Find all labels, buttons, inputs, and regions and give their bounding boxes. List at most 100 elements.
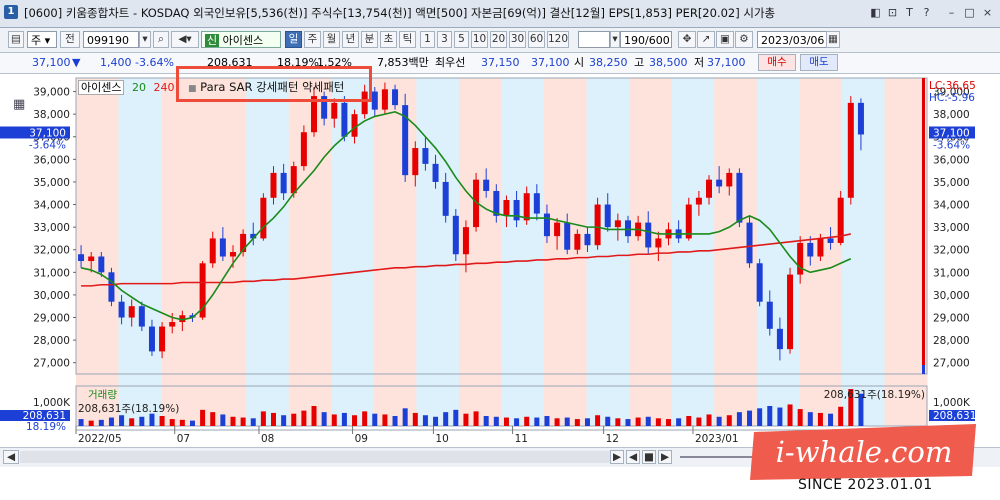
interval-button-1[interactable]: 1 xyxy=(420,31,435,48)
pin-icon[interactable]: ◧ xyxy=(870,6,881,19)
help-icon[interactable]: ? xyxy=(923,6,930,19)
volume-bar xyxy=(402,408,408,426)
prev-button[interactable]: 전 xyxy=(60,31,80,48)
candle-body xyxy=(148,326,155,352)
title-bar: 1 [0600] 키움종합차트 - KOSDAQ 외국인보유[5,536(천)]… xyxy=(0,0,1000,28)
stop-icon[interactable]: ■ xyxy=(642,450,656,464)
volume-bar xyxy=(807,412,813,426)
y-tick-right: 36,000 xyxy=(933,154,970,166)
interval-button-10[interactable]: 10 xyxy=(471,31,488,48)
close-icon[interactable]: × xyxy=(982,6,993,19)
search-icon[interactable]: ⌕ xyxy=(153,31,169,48)
candle-body xyxy=(655,238,662,248)
pointer-icon[interactable]: ↗ xyxy=(697,31,715,48)
interval-button-20[interactable]: 20 xyxy=(490,31,507,48)
period-button-3[interactable]: 년 xyxy=(342,31,359,48)
volume-bar xyxy=(362,411,368,426)
period-button-2[interactable]: 월 xyxy=(323,31,340,48)
x-tick-label: 10 xyxy=(435,433,448,445)
period-button-4[interactable]: 분 xyxy=(361,31,378,48)
font-size-icon[interactable]: T xyxy=(906,6,913,19)
settings-icon[interactable]: ⚙ xyxy=(735,31,753,48)
maximize-icon[interactable]: □ xyxy=(964,6,975,19)
code-dropdown-icon[interactable]: ▾ xyxy=(139,31,151,48)
scroll-track[interactable] xyxy=(20,451,620,463)
volume-bar xyxy=(787,404,793,426)
volume-bar xyxy=(645,416,651,426)
interval-button-120[interactable]: 120 xyxy=(547,31,569,48)
period-button-5[interactable]: 초 xyxy=(380,31,397,48)
candlestick-chart[interactable]: 39,00039,00038,00038,00037,00037,00036,0… xyxy=(0,74,1000,450)
candle-body xyxy=(169,322,176,327)
rewind-icon[interactable]: ◀ xyxy=(626,450,640,464)
scroll-left-icon[interactable]: ◀ xyxy=(3,450,19,464)
volume-bar xyxy=(544,416,550,426)
volume-bar xyxy=(443,412,449,426)
candle-body xyxy=(159,326,166,352)
interval-button-30[interactable]: 30 xyxy=(509,31,526,48)
interval-dropdown-icon[interactable]: ▾ xyxy=(610,31,620,48)
candle-body xyxy=(462,227,469,255)
zoom-slider[interactable] xyxy=(680,456,760,458)
save-icon[interactable]: ▣ xyxy=(716,31,734,48)
stock-code-input[interactable]: 099190 xyxy=(83,31,139,48)
volume-bar xyxy=(200,409,206,426)
bar-count-input[interactable]: 190/600 xyxy=(620,31,672,48)
candle-body xyxy=(726,172,733,187)
stock-name-field[interactable]: 신 아이센스 xyxy=(201,31,281,48)
minimize-icon[interactable]: – xyxy=(948,6,955,19)
candle-body xyxy=(98,256,105,273)
candle-body xyxy=(624,220,631,237)
volume-bar xyxy=(179,419,185,426)
sound-icon[interactable]: ◀▾ xyxy=(171,31,199,48)
period-unit-select[interactable]: 주 ▾ xyxy=(27,31,57,48)
link-icon[interactable]: ⊡ xyxy=(887,6,898,19)
interval-button-5[interactable]: 5 xyxy=(454,31,469,48)
volume-bar xyxy=(301,410,307,426)
interval-button-60[interactable]: 60 xyxy=(528,31,545,48)
sar-band-bull xyxy=(373,78,417,426)
crosshair-icon[interactable]: ✥ xyxy=(678,31,696,48)
volume-bar xyxy=(311,406,317,426)
date-input[interactable]: 2023/03/06 xyxy=(757,31,827,48)
volume-bar xyxy=(230,416,236,426)
open-price: 38,250 xyxy=(589,56,628,69)
period-button-6[interactable]: 틱 xyxy=(399,31,416,48)
volume-bar xyxy=(503,417,509,426)
chart-menu-icon[interactable]: ▤ xyxy=(8,31,24,48)
candle-body xyxy=(199,263,206,318)
candle-body xyxy=(402,105,409,176)
candle-body xyxy=(311,96,318,133)
volume-bar xyxy=(615,418,621,426)
high-price: 38,500 xyxy=(649,56,688,69)
interval-input[interactable] xyxy=(578,31,610,48)
buy-button[interactable]: 매수 xyxy=(758,54,796,71)
sar-band-bull xyxy=(629,78,673,426)
volume-bar xyxy=(584,418,590,426)
chart-area[interactable]: 39,00039,00038,00038,00037,00037,00036,0… xyxy=(0,74,1000,450)
period-button-0[interactable]: 일 xyxy=(285,31,302,48)
candle-body xyxy=(483,179,490,191)
candle-body xyxy=(179,315,186,323)
candle-body xyxy=(564,222,571,250)
price-panel-frame xyxy=(75,77,928,375)
candle-body xyxy=(189,315,196,318)
candle-body xyxy=(706,179,713,198)
y-tick-right: 31,000 xyxy=(933,267,970,279)
period-button-1[interactable]: 주 xyxy=(304,31,321,48)
candle-body xyxy=(533,193,540,214)
sell-button[interactable]: 매도 xyxy=(800,54,838,71)
toolbar: ▤ 주 ▾ 전 099190 ▾ ⌕ ◀▾ 신 아이센스 ▾ 190/600 ✥… xyxy=(0,28,1000,53)
scroll-right-icon[interactable]: ▶ xyxy=(610,450,624,464)
sar-band-bear xyxy=(756,78,800,426)
sar-band-bull xyxy=(161,78,205,426)
volume-bar xyxy=(189,420,195,426)
play-icon[interactable]: ▶ xyxy=(658,450,672,464)
sar-band-bear xyxy=(246,78,290,426)
interval-button-3[interactable]: 3 xyxy=(437,31,452,48)
candle-body xyxy=(300,132,307,167)
indicator-toggle-icon[interactable]: ■ xyxy=(188,84,197,94)
y-tick-left: 32,000 xyxy=(33,245,70,257)
watermark-since: SINCE 2023.01.01 xyxy=(798,477,933,493)
calendar-icon[interactable]: ▦ xyxy=(826,31,840,48)
